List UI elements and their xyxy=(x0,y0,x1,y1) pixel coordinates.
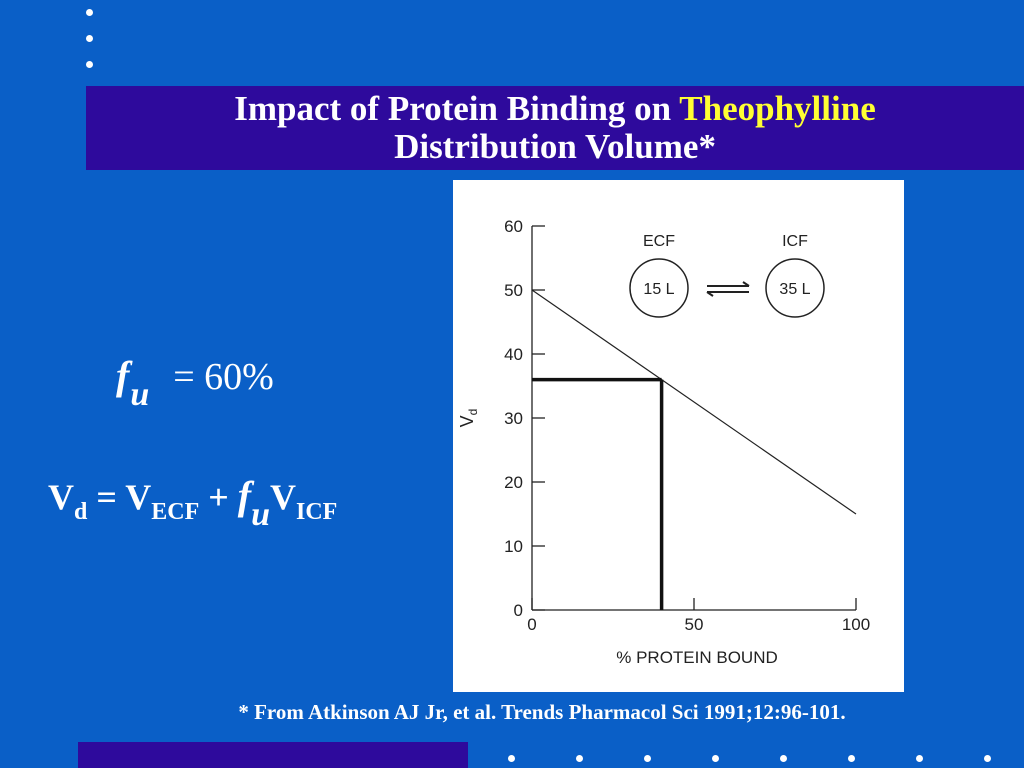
ecf-volume: 15 L xyxy=(643,281,674,298)
title-text-2: Distribution Volume xyxy=(394,127,699,166)
y-tick-label: 10 xyxy=(504,537,523,556)
chart-panel: 0 10 20 30 40 50 60 0 50 100 ECF 15 L ICF 35 L % … xyxy=(453,180,904,692)
decorative-dot xyxy=(86,35,93,42)
icf-volume: 35 L xyxy=(779,281,810,298)
chart-series xyxy=(531,289,857,515)
icf-label: ICF xyxy=(782,233,808,250)
fraction-unbound-formula: fu = 60% xyxy=(116,352,274,413)
vd-equals: = V xyxy=(87,477,152,517)
ecf-label: ECF xyxy=(643,233,675,250)
vicf-symbol: V xyxy=(270,477,296,517)
fu-subscript: u xyxy=(130,376,150,413)
y-tick-label: 40 xyxy=(504,345,523,364)
y-tick-label: 60 xyxy=(504,217,523,236)
decorative-dot xyxy=(780,755,787,762)
icf-circle xyxy=(765,258,825,318)
title-drug-name: Theophylline xyxy=(679,89,876,128)
decorative-dot xyxy=(848,755,855,762)
decorative-dot xyxy=(916,755,923,762)
y-axis-label-main: V xyxy=(457,415,477,427)
decorative-dot xyxy=(86,61,93,68)
y-tick-label: 50 xyxy=(504,281,523,300)
vd-symbol: V xyxy=(48,477,74,517)
vd-subscript: d xyxy=(74,499,88,525)
y-axis-label-sub: d xyxy=(466,409,480,416)
decorative-bottom-bar xyxy=(78,742,468,768)
decorative-dot xyxy=(712,755,719,762)
x-tick-label: 50 xyxy=(685,615,704,634)
decorative-dots-bottom xyxy=(508,755,1008,765)
decorative-dot xyxy=(508,755,515,762)
x-tick-label: 100 xyxy=(842,615,870,634)
title-asterisk: * xyxy=(698,127,716,166)
x-tick-label: 0 xyxy=(527,615,536,634)
plus-sign: + xyxy=(199,477,238,517)
icf-subscript: ICF xyxy=(296,499,338,525)
x-axis-label: % PROTEIN BOUND xyxy=(616,648,778,667)
slide-title-line2: Distribution Volume* xyxy=(86,128,1024,166)
y-tick-label: 30 xyxy=(504,409,523,428)
decorative-dot xyxy=(576,755,583,762)
citation-footnote: * From Atkinson AJ Jr, et al. Trends Pha… xyxy=(238,700,846,724)
fu-symbol: f xyxy=(116,353,130,398)
chart-ticks: 0 10 20 30 40 50 60 0 50 100 xyxy=(504,217,870,634)
y-tick-label: 0 xyxy=(514,601,523,620)
vd-vs-protein-bound-chart: 0 10 20 30 40 50 60 0 50 100 ECF 15 L ICF 35 L % … xyxy=(457,217,870,667)
ecf-circle xyxy=(629,258,689,318)
chart-inset: ECF 15 L ICF 35 L xyxy=(629,233,825,318)
fu-symbol-2: f xyxy=(237,473,252,518)
fu-subscript-2: u xyxy=(251,496,270,533)
equilibrium-arrows-icon xyxy=(706,281,750,297)
slide-title-line1: Impact of Protein Binding on Theophyllin… xyxy=(86,90,1024,128)
volume-distribution-formula: Vd = VECF + fuVICF xyxy=(48,472,337,533)
y-axis-label: Vd xyxy=(457,409,480,428)
decorative-dot xyxy=(984,755,991,762)
ecf-subscript: ECF xyxy=(151,499,200,525)
decorative-dot xyxy=(86,9,93,16)
title-text: Impact of Protein Binding on xyxy=(234,89,680,128)
vd-line xyxy=(531,289,857,515)
decorative-dot xyxy=(644,755,651,762)
y-tick-label: 20 xyxy=(504,473,523,492)
title-bar: Impact of Protein Binding on Theophyllin… xyxy=(86,86,1024,170)
svg-text:Vd: Vd xyxy=(457,409,480,428)
chart-highlight xyxy=(532,377,664,610)
fu-value: = 60% xyxy=(173,356,274,398)
decorative-dots-top xyxy=(86,9,100,87)
